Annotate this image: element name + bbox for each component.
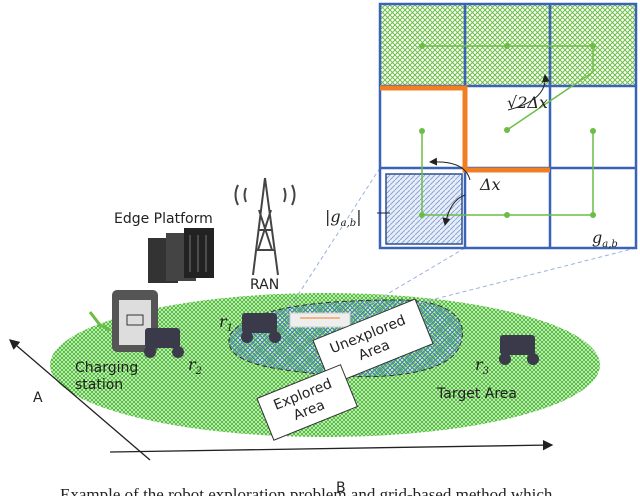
mini-grid xyxy=(289,312,351,328)
dx-label: Δx xyxy=(479,175,501,194)
g-abs-label: |ga,b| xyxy=(325,207,362,229)
ran-tower-icon xyxy=(234,177,296,276)
edge-platform-label: Edge Platform xyxy=(114,211,213,227)
sqrt2dx-label: √2Δx xyxy=(507,93,548,112)
axis-b-label: B xyxy=(336,480,346,496)
grid-zoom xyxy=(377,2,638,250)
r2-label: r2 xyxy=(188,355,202,377)
g-label: ga,b xyxy=(592,228,618,250)
r1-label: r1 xyxy=(219,312,233,334)
axis-a-label: A xyxy=(33,390,43,406)
charging-label: Charging station xyxy=(75,360,138,393)
target-label: Target Area xyxy=(436,386,517,402)
axes xyxy=(9,339,554,461)
caption: Example of the robot exploration problem… xyxy=(60,485,553,496)
ran-label: RAN xyxy=(250,277,279,293)
edge-server-icon xyxy=(148,228,214,283)
area-boxes xyxy=(256,298,434,441)
robot-icons xyxy=(144,313,539,365)
zoom-lines xyxy=(284,167,637,326)
r3-label: r3 xyxy=(475,355,489,377)
